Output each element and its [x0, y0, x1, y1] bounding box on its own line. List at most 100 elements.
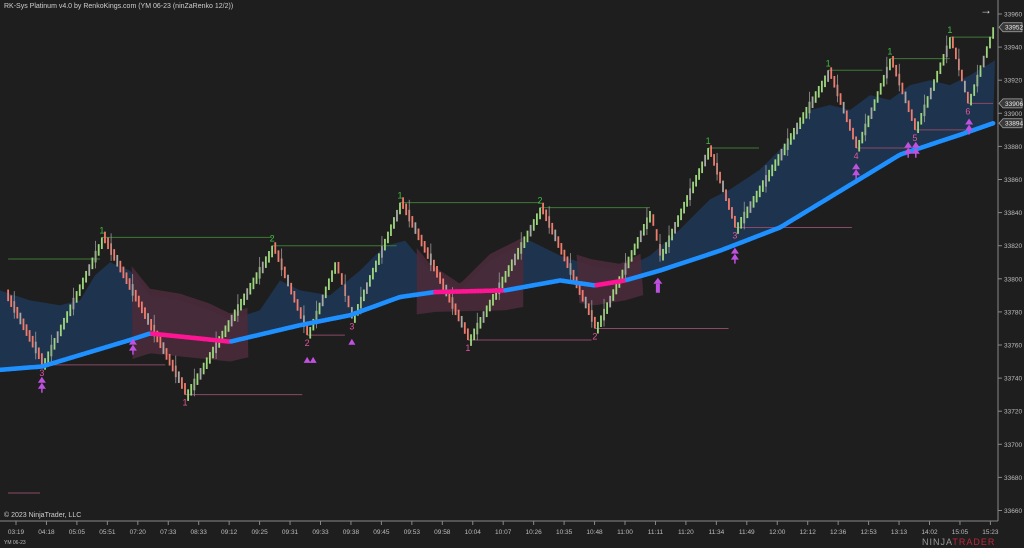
renko-brick-up	[479, 317, 482, 329]
renko-brick-up	[970, 93, 972, 106]
renko-brick-up	[399, 202, 401, 215]
time-tick-label: 09:38	[343, 529, 360, 536]
renko-brick-down	[833, 75, 836, 88]
swing-count-label: 1	[706, 136, 711, 146]
renko-brick-down	[107, 237, 109, 250]
renko-brick-down	[116, 254, 119, 267]
renko-brick-down	[725, 189, 727, 202]
copyright-text: © 2023 NinjaTrader, LLC	[4, 512, 82, 519]
renko-brick-up	[243, 293, 245, 306]
renko-brick-up	[861, 131, 864, 144]
renko-brick-down	[848, 119, 851, 131]
renko-brick-down	[283, 266, 286, 279]
renko-brick-up	[482, 311, 485, 323]
renko-brick-up	[985, 46, 988, 58]
renko-brick-down	[156, 330, 159, 343]
time-tick-label: 12:36	[830, 529, 847, 536]
time-tick-label: 15:05	[952, 529, 969, 536]
renko-brick-up	[59, 324, 62, 337]
price-tick-label: 33880	[1004, 144, 1022, 151]
renko-brick-up	[224, 325, 227, 338]
renko-brick-up	[334, 262, 337, 274]
renko-brick-up	[612, 289, 615, 301]
renko-brick-up	[811, 96, 814, 109]
renko-brick-up	[633, 243, 636, 256]
renko-brick-down	[7, 289, 10, 302]
renko-brick-down	[122, 266, 125, 279]
time-tick-label: 15:23	[982, 529, 999, 536]
renko-brick-down	[290, 282, 293, 295]
renko-brick-down	[566, 256, 569, 269]
renko-brick-down	[454, 303, 457, 316]
renko-brick-up	[680, 208, 682, 221]
renko-brick-down	[340, 273, 343, 285]
renko-brick-down	[910, 109, 913, 121]
renko-brick-down	[728, 198, 730, 210]
swing-count-label: 2	[592, 331, 597, 341]
time-tick-label: 10:07	[495, 529, 512, 536]
time-tick-label: 03:19	[8, 529, 25, 536]
renko-brick-down	[177, 371, 180, 384]
renko-brick-up	[793, 127, 795, 140]
renko-brick-up	[615, 282, 618, 295]
signal-up-arrow-shaft	[655, 283, 660, 293]
renko-brick-up	[989, 36, 991, 49]
time-tick-label: 05:05	[69, 529, 86, 536]
swing-count-label: 1	[182, 398, 187, 408]
price-tick-label: 33800	[1004, 276, 1022, 283]
time-tick-label: 09:45	[373, 529, 390, 536]
renko-brick-down	[554, 229, 557, 242]
renko-brick-up	[824, 75, 826, 88]
renko-brick-up	[858, 139, 861, 152]
renko-brick-up	[488, 299, 491, 312]
renko-brick-up	[799, 117, 802, 130]
swing-count-label: 2	[305, 338, 310, 348]
swing-count-label: 1	[826, 58, 831, 68]
renko-brick-down	[40, 353, 43, 365]
renko-brick-up	[606, 302, 609, 314]
price-tick-label: 33720	[1004, 409, 1022, 416]
cloud-layer	[0, 60, 995, 370]
renko-brick-up	[642, 224, 645, 236]
renko-brick-down	[587, 303, 590, 316]
price-tag-label: 33894	[1005, 121, 1023, 128]
renko-brick-down	[966, 91, 969, 104]
renko-brick-up	[674, 222, 676, 234]
signal-markers	[37, 118, 974, 393]
renko-brick-down	[463, 322, 466, 334]
renko-brick-up	[69, 304, 72, 317]
renko-brick-up	[390, 224, 392, 236]
renko-brick-down	[171, 359, 174, 372]
renko-brick-up	[817, 85, 820, 98]
renko-brick-up	[627, 256, 630, 269]
renko-brick-up	[91, 257, 94, 270]
renko-brick-up	[740, 217, 743, 229]
logo-text: NINJA	[922, 537, 953, 547]
time-tick-label: 09:31	[282, 529, 299, 536]
renko-brick-up	[187, 389, 190, 401]
renko-brick-up	[820, 80, 823, 93]
renko-brick-up	[827, 70, 830, 82]
renko-brick-up	[771, 164, 774, 177]
price-tick-label: 33780	[1004, 309, 1022, 316]
cloud-bear-area	[416, 237, 524, 315]
swing-count-label: 1	[887, 47, 892, 57]
renko-brick-down	[168, 353, 171, 366]
renko-brick-down	[951, 36, 954, 49]
time-tick-label: 09:53	[404, 529, 421, 536]
renko-brick-up	[246, 288, 249, 300]
renko-brick-down	[31, 335, 34, 348]
renko-brick-down	[274, 242, 277, 254]
renko-brick-up	[63, 317, 65, 330]
arrow-right-icon[interactable]: →	[980, 3, 992, 17]
renko-brick-down	[904, 91, 907, 104]
time-tick-label: 05:51	[99, 529, 116, 536]
renko-brick-up	[318, 302, 321, 315]
renko-brick-up	[982, 55, 985, 68]
renko-brick-up	[356, 304, 359, 316]
renko-brick-down	[411, 216, 414, 228]
renko-brick-down	[460, 315, 463, 328]
renko-brick-up	[789, 133, 792, 145]
renko-brick-up	[992, 27, 995, 39]
